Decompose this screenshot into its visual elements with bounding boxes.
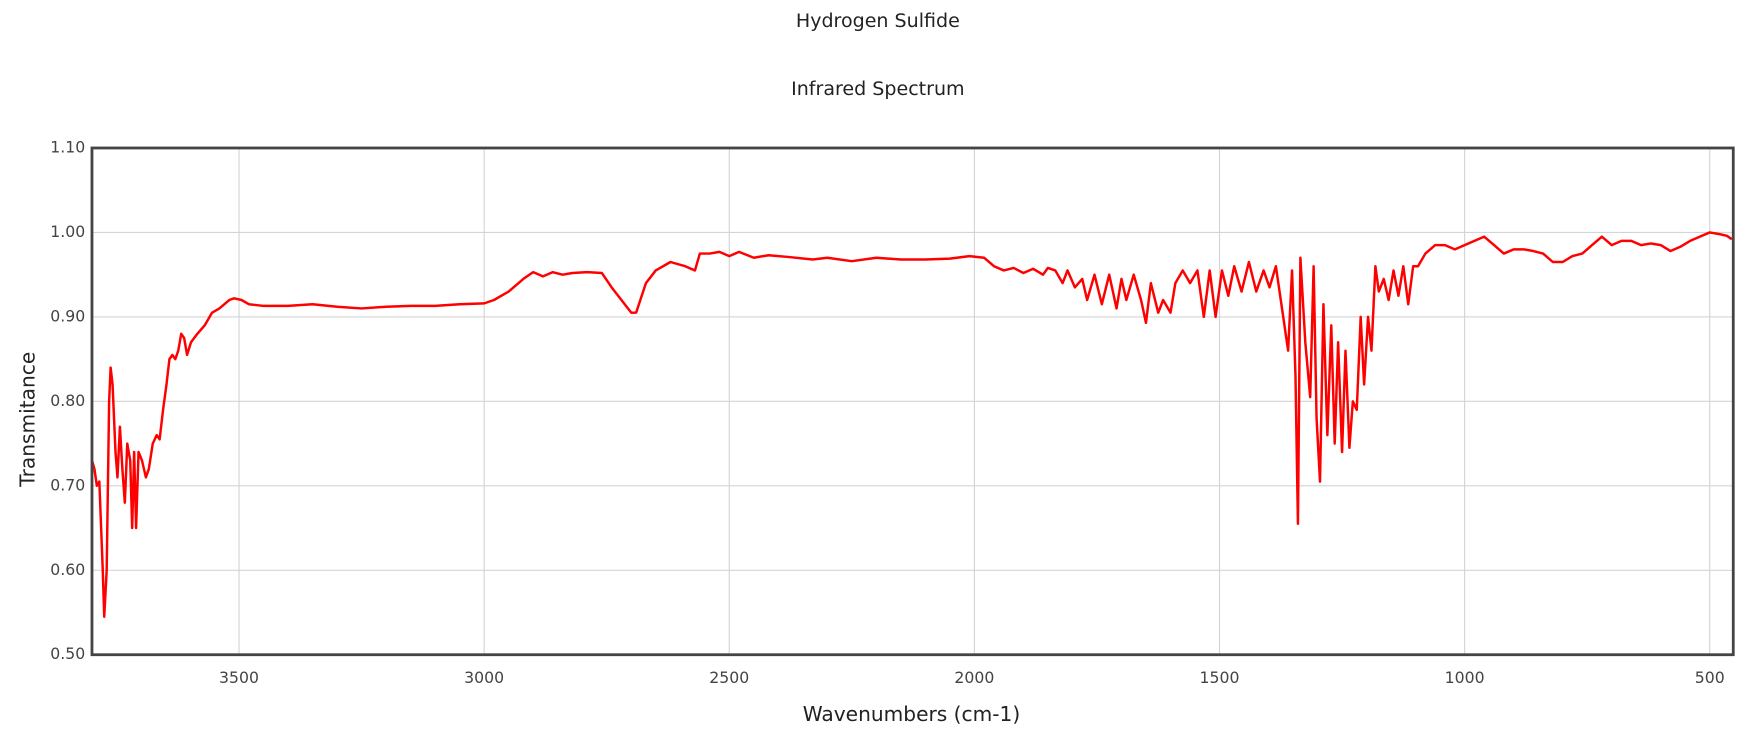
x-tick-label: 3000 [464,668,504,687]
x-tick-label: 2500 [709,668,749,687]
spectrum-line [90,231,1733,618]
y-tick-label: 0.50 [50,644,85,663]
x-tick-label: 500 [1695,668,1725,687]
x-axis-label: Wavenumbers (cm-1) [803,702,1020,726]
y-axis-label: Transmitance [16,352,40,488]
x-tick-label: 3500 [219,668,259,687]
chart-subtitle: Infrared Spectrum [791,78,964,100]
x-tick-label: 1000 [1445,668,1485,687]
chart-title: Hydrogen Sulfide [796,10,960,32]
y-tick-label: 0.70 [50,475,85,494]
y-tick-label: 0.90 [50,306,85,325]
y-tick-label: 0.80 [50,391,85,410]
x-tick-label: 1500 [1200,668,1240,687]
x-tick-label: 2000 [954,668,994,687]
y-tick-label: 1.10 [50,137,85,156]
plot-frame [90,146,1735,657]
y-tick-label: 0.60 [50,560,85,579]
y-tick-label: 1.00 [50,222,85,241]
